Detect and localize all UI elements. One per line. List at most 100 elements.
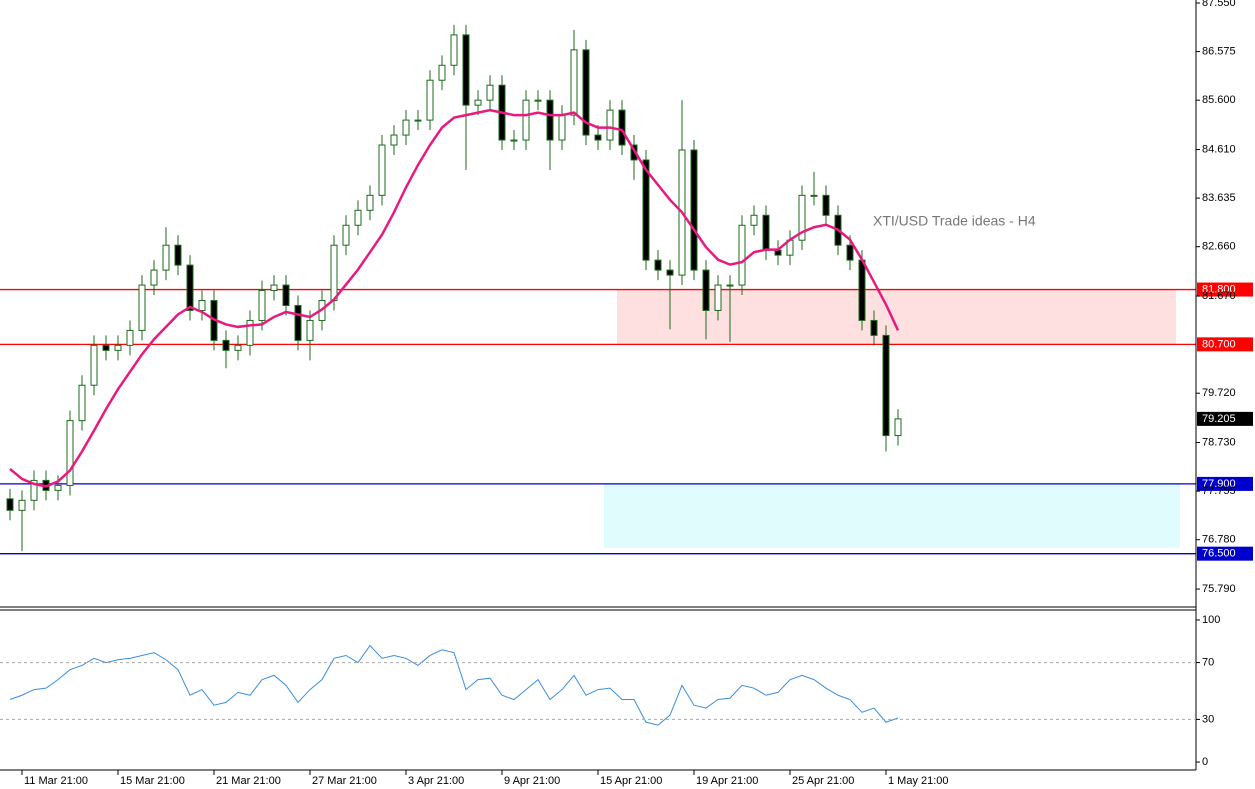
candle-body: [234, 344, 242, 351]
y-tick-label: 100: [1202, 614, 1220, 626]
candle-body: [306, 319, 314, 341]
candle-body: [630, 144, 638, 161]
candle-body: [894, 418, 902, 437]
candle-body: [270, 284, 278, 292]
x-tick-label: 19 Apr 21:00: [696, 775, 758, 787]
candle-body: [426, 79, 434, 121]
candle-body: [690, 149, 698, 271]
candle-body: [858, 259, 866, 321]
candle-body: [78, 384, 86, 422]
y-tick-label: 79.720: [1202, 387, 1236, 399]
candle-body: [342, 224, 350, 246]
candle-body: [462, 34, 470, 106]
zones: [604, 289, 1180, 548]
level-label-box: [1197, 337, 1253, 352]
candle-body: [126, 329, 134, 346]
candle-body: [294, 304, 302, 341]
candle-body: [726, 284, 734, 287]
candle-body: [510, 139, 518, 142]
candle-body: [138, 284, 146, 331]
candle-body: [6, 498, 14, 511]
y-tick-label: 70: [1202, 656, 1214, 668]
candle-body: [366, 194, 374, 211]
y-tick-label: 85.600: [1202, 94, 1236, 106]
levels: [0, 288, 1196, 555]
moving-average: [9, 108, 900, 488]
candle-body: [222, 339, 230, 351]
candle-body: [714, 284, 722, 311]
candle-body: [582, 49, 590, 136]
y-tick-label: 83.635: [1202, 192, 1236, 204]
candle-body: [246, 319, 254, 346]
candle-body: [546, 99, 554, 141]
x-tick-label: 11 Mar 21:00: [24, 775, 88, 787]
y-tick-label: 78.730: [1202, 436, 1236, 448]
annotation: XTI/USD Trade ideas - H4: [873, 213, 1036, 229]
candle-body: [450, 34, 458, 66]
x-tick-label: 1 May 21:00: [888, 775, 949, 787]
y-tick-label: 30: [1202, 713, 1214, 725]
x-tick-label: 25 Apr 21:00: [792, 775, 854, 787]
y-tick-label: 81.670: [1202, 290, 1236, 302]
candle-body: [882, 334, 890, 437]
current-price-label: 79.205: [1202, 413, 1236, 425]
zone: [617, 289, 1176, 345]
y-tick-label: 87.550: [1202, 0, 1236, 9]
y-tick-label: 0: [1202, 756, 1208, 768]
level-label-box: [1197, 546, 1253, 561]
candle-body: [102, 344, 110, 351]
level-label: 80.700: [1202, 338, 1236, 350]
rsi-line: [9, 644, 899, 726]
y-tick-label: 76.780: [1202, 534, 1236, 546]
candle-body: [18, 499, 26, 511]
level-label: 81.800: [1202, 283, 1236, 295]
candle-body: [414, 119, 422, 122]
candle-body: [402, 119, 410, 136]
candle-body: [198, 300, 206, 311]
candle-body: [798, 194, 806, 241]
candle-body: [66, 420, 74, 486]
candle-body: [354, 209, 362, 226]
candle-body: [570, 49, 578, 116]
candle-body: [474, 99, 482, 106]
candles: [6, 24, 902, 552]
candle-body: [558, 114, 566, 141]
y-tick-label: 82.660: [1202, 241, 1236, 253]
y-tick-label: 86.575: [1202, 45, 1236, 57]
candle-body: [870, 319, 878, 336]
x-tick-label: 15 Apr 21:00: [600, 775, 662, 787]
candle-body: [522, 99, 530, 141]
y-tick-label: 77.755: [1202, 485, 1236, 497]
candle-body: [762, 214, 770, 251]
candle-body: [654, 259, 662, 271]
level-label-box: [1197, 476, 1253, 491]
candle-body: [282, 284, 290, 306]
candle-body: [330, 244, 338, 302]
candle-body: [54, 484, 62, 491]
x-tick-label: 9 Apr 21:00: [504, 775, 560, 787]
level-label: 77.900: [1202, 478, 1236, 490]
candle-body: [618, 109, 626, 146]
candle-body: [486, 84, 494, 101]
candle-body: [114, 344, 122, 351]
candle-body: [90, 344, 98, 386]
candle-body: [822, 194, 830, 216]
x-tick-label: 21 Mar 21:00: [216, 775, 281, 787]
candle-body: [750, 214, 758, 226]
candle-body: [606, 109, 614, 141]
level-label-box: [1197, 282, 1253, 297]
candle-body: [810, 194, 818, 197]
y-tick-label: 75.790: [1202, 583, 1236, 595]
x-tick-label: 15 Mar 21:00: [120, 775, 185, 787]
candle-body: [738, 224, 746, 286]
candle-body: [702, 269, 710, 311]
candle-body: [390, 134, 398, 146]
candle-body: [846, 244, 854, 261]
zone: [604, 483, 1180, 548]
level-label: 76.500: [1202, 548, 1236, 560]
candle-body: [438, 64, 446, 81]
x-tick-label: 27 Mar 21:00: [312, 775, 377, 787]
